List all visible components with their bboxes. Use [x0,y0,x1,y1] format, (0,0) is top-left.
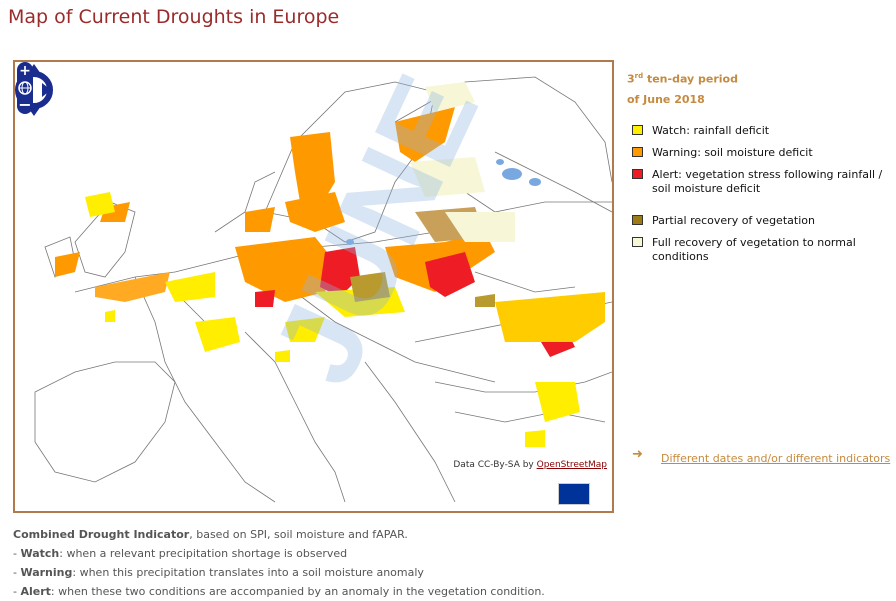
description-watch: - Watch: when a relevant precipitation s… [13,547,348,560]
eu-flag-icon [558,483,590,505]
zoom-in-icon: + [19,63,31,79]
legend-swatch-warning [632,147,643,157]
map-canvas[interactable]: JUNE [15,62,612,511]
different-dates-link-text[interactable]: Different dates and/or different indicat… [661,452,891,465]
legend-label-warning: Warning: soil moisture deficit [652,146,813,159]
period-ordinal: 3 [627,72,635,86]
zoom-control[interactable]: + − [15,62,35,114]
drought-areas [55,82,605,447]
legend-swatch-full [632,237,643,247]
legend-swatch-alert [632,169,643,179]
legend-swatch-watch [632,125,643,135]
period-line1: ten-day period [643,72,738,86]
description-warning: - Warning: when this precipitation trans… [13,566,424,579]
zoom-out-icon: − [18,95,31,114]
different-dates-link[interactable]: ➜ Different dates and/or different indic… [632,446,896,470]
map-attribution: Data CC-By-SA by OpenStreetMap [451,460,609,470]
legend-swatch-partial [632,215,643,225]
drought-map[interactable]: JUNE + − Data CC-By-SA by OpenStreetMap [13,60,614,513]
period-label: 3rd ten-day period of June 2018 [627,66,738,110]
period-line2: of June 2018 [627,92,705,106]
legend-label-watch: Watch: rainfall deficit [652,124,770,137]
legend-label-alert: Alert: vegetation stress following rainf… [652,168,883,195]
description-alert: - Alert: when these two conditions are a… [13,585,545,598]
legend-label-partial: Partial recovery of vegetation [652,214,815,227]
period-ordinal-suffix: rd [634,72,644,80]
page-title: Map of Current Droughts in Europe [8,6,340,28]
legend-label-full: Full recovery of vegetation to normal co… [652,236,856,263]
description-intro: Combined Drought Indicator, based on SPI… [13,528,408,541]
pan-right-icon [42,83,51,97]
arrow-right-icon: ➜ [632,447,643,462]
osm-link[interactable]: OpenStreetMap [536,460,607,470]
attribution-text: Data CC-By-SA by [453,460,537,470]
indicator-description: Combined Drought Indicator, based on SPI… [13,525,883,601]
